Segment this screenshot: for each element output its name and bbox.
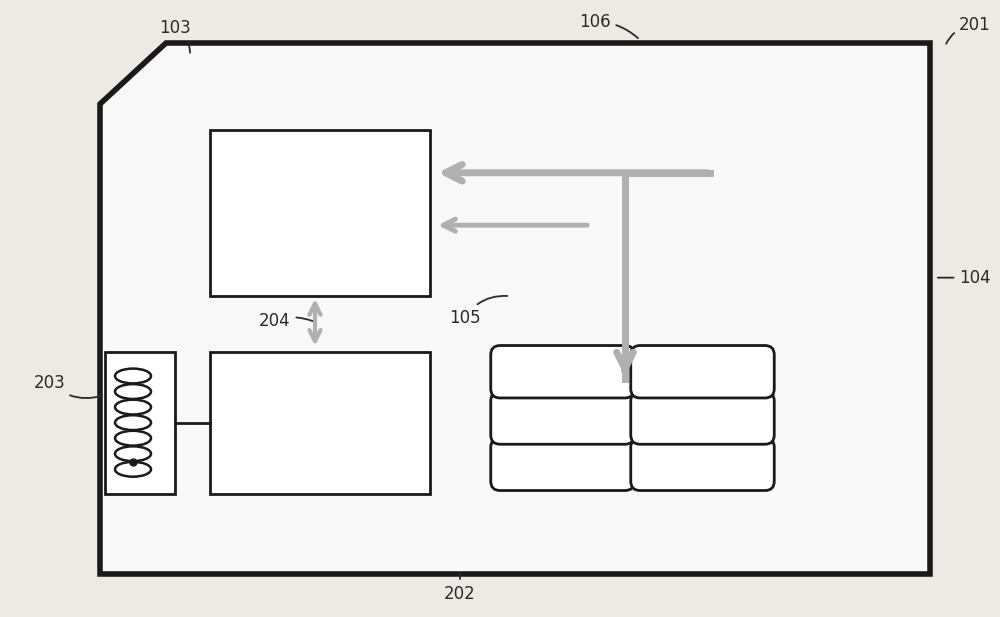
FancyBboxPatch shape bbox=[491, 346, 634, 398]
Polygon shape bbox=[100, 43, 930, 574]
FancyBboxPatch shape bbox=[631, 438, 774, 491]
FancyBboxPatch shape bbox=[631, 346, 774, 398]
FancyBboxPatch shape bbox=[491, 392, 634, 444]
Bar bbox=[210, 352, 430, 494]
Text: 106: 106 bbox=[579, 12, 638, 38]
Text: 202: 202 bbox=[444, 573, 476, 603]
FancyBboxPatch shape bbox=[491, 438, 634, 491]
Text: 105: 105 bbox=[449, 296, 507, 327]
Text: 104: 104 bbox=[938, 268, 991, 287]
Bar bbox=[105, 352, 175, 494]
FancyBboxPatch shape bbox=[631, 392, 774, 444]
Text: 103: 103 bbox=[159, 19, 191, 52]
Text: 203: 203 bbox=[34, 373, 102, 398]
Text: 201: 201 bbox=[946, 15, 991, 44]
Text: 204: 204 bbox=[259, 312, 312, 330]
Bar bbox=[210, 130, 430, 296]
